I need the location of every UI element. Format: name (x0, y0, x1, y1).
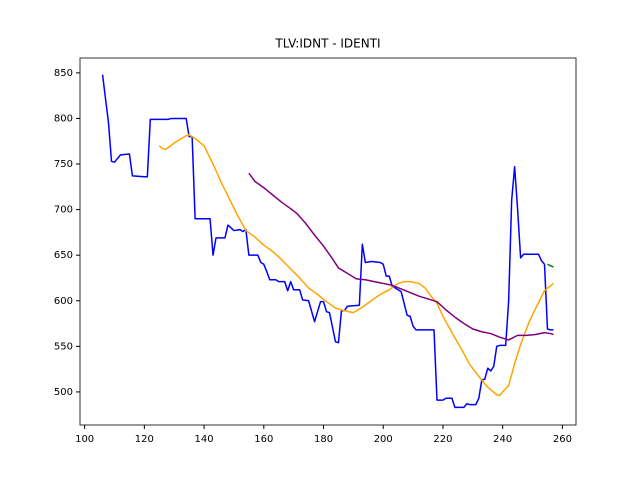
y-tick-label: 700 (54, 205, 73, 216)
x-tick-label: 100 (75, 434, 94, 445)
y-tick-label: 550 (54, 341, 73, 352)
y-tick-label: 800 (54, 113, 73, 124)
series-line (158, 134, 554, 397)
series-line (547, 263, 554, 268)
y-tick-label: 850 (54, 68, 73, 79)
x-tick-label: 140 (195, 434, 214, 445)
x-tick-label: 160 (254, 434, 273, 445)
x-tick-label: 120 (135, 434, 154, 445)
y-tick-label: 650 (54, 250, 73, 261)
series-line (248, 172, 554, 341)
x-tick-label: 200 (374, 434, 393, 445)
x-tick-label: 180 (314, 434, 333, 445)
x-tick-label: 240 (493, 434, 512, 445)
x-tick-label: 220 (433, 434, 452, 445)
y-tick-label: 750 (54, 159, 73, 170)
x-tick-label: 260 (553, 434, 572, 445)
y-tick-label: 600 (54, 296, 73, 307)
plot-frame (79, 57, 577, 426)
y-tick-label: 500 (54, 387, 73, 398)
chart-title: TLV:IDNT - IDENTI (274, 37, 380, 51)
